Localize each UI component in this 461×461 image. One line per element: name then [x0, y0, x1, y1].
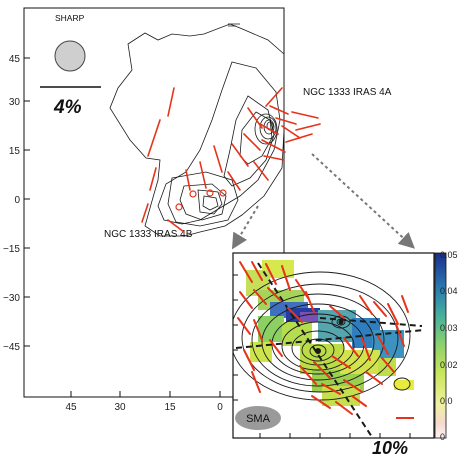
- colorbar-tick: 0.04: [440, 286, 458, 296]
- x-tick-label: 30: [114, 402, 126, 413]
- y-tick-label: 0: [14, 195, 20, 206]
- zoom-arrows: [231, 153, 415, 250]
- inset-frame: [232, 252, 435, 439]
- x-tick-label: 15: [164, 402, 176, 413]
- sma-vectors: [237, 261, 409, 415]
- colorbar-gradient: [434, 252, 447, 439]
- inset-contours: [233, 271, 411, 401]
- y-tick-label: −45: [3, 342, 20, 353]
- y-tick-label: 45: [9, 54, 21, 65]
- y-tick-label: −30: [3, 293, 20, 304]
- inset-ticks: [233, 274, 411, 438]
- main-plot-frame: [23, 7, 285, 398]
- colorbar: 0.05 0.04 0.03 0.02 0.0 0: [434, 250, 458, 442]
- main-contours: [109, 23, 285, 237]
- y-tick-label: 30: [9, 97, 21, 108]
- colorbar-tick: 0.03: [440, 323, 458, 333]
- x-tick-label: 45: [65, 402, 77, 413]
- main-panel: 45 30 15 0 −15 −30 −45 45 30 15 0 SHARP …: [3, 7, 415, 413]
- iras4a-companion: [338, 319, 344, 325]
- sharp-beam-circle: [54, 40, 86, 72]
- sharp-label: SHARP: [55, 13, 85, 23]
- iras4b-label: NGC 1333 IRAS 4B: [104, 229, 193, 240]
- sharp-vectors: [141, 87, 321, 233]
- main-x-ticks-marks: [70, 391, 221, 397]
- x-tick-label: 0: [217, 402, 223, 413]
- sharp-vector-rings: [175, 189, 227, 211]
- y-tick-label: 15: [9, 146, 21, 157]
- inset-map: SMA: [233, 260, 425, 438]
- inset-dashed-lines: [235, 262, 425, 438]
- colorbar-tick: 0.0: [440, 396, 453, 406]
- main-y-ticks: [24, 57, 30, 347]
- colorbar-tick: 0.02: [440, 360, 458, 370]
- scale-bar-4pct-label: 4%: [53, 97, 82, 118]
- iras4a-label: NGC 1333 IRAS 4A: [303, 87, 392, 98]
- inset-panel: SMA 10%: [232, 252, 435, 458]
- y-tick-label: −15: [3, 244, 20, 255]
- colorbar-tick: 0: [440, 432, 445, 442]
- sma-beam-ellipse: [235, 406, 281, 430]
- iras4a-core: [315, 348, 321, 354]
- sma-label: SMA: [246, 413, 271, 425]
- scale-bar-10pct-label: 10%: [372, 438, 408, 458]
- colorbar-tick: 0.05: [440, 250, 458, 260]
